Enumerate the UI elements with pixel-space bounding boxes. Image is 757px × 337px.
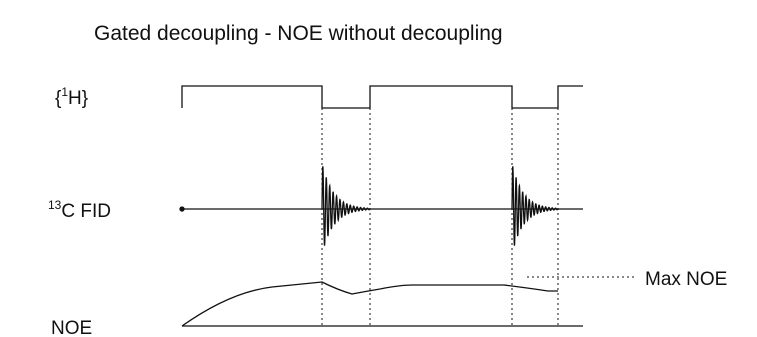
proton-brace-close: H} [68, 88, 88, 109]
noe-row-label: NOE [51, 318, 92, 337]
carbon-mass-superscript: 13 [48, 198, 62, 212]
proton-gating-trace [181, 85, 583, 109]
diagram-title: Gated decoupling - NOE without decouplin… [94, 22, 503, 45]
proton-row-label: {1H} [55, 85, 88, 109]
proton-brace-open: { [55, 88, 62, 109]
fid-decay-2 [511, 166, 559, 246]
noe-buildup-curve [181, 281, 558, 327]
traces [179, 85, 637, 327]
proton-mass-superscript: 1 [61, 85, 68, 99]
timing-guides [321, 108, 637, 326]
carbon-fid-row-label: 13C FID [48, 198, 111, 222]
carbon-fid-text: C FID [61, 201, 111, 222]
fid-start-dot [179, 206, 185, 212]
fid-decay-1 [321, 166, 371, 246]
max-noe-label: Max NOE [645, 269, 727, 290]
